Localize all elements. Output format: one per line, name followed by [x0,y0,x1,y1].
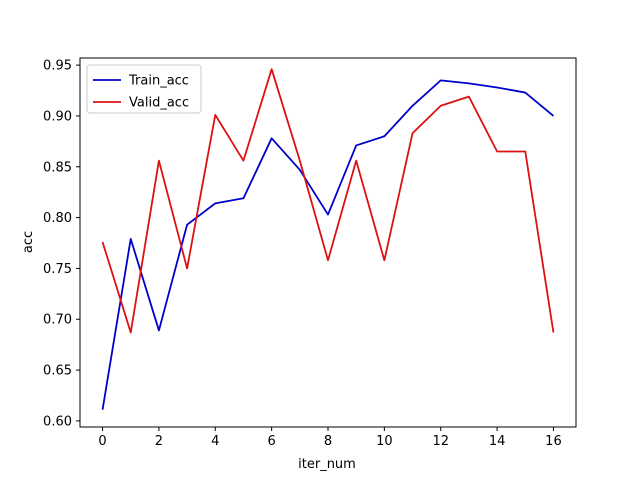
legend: Train_acc Valid_acc [86,64,202,114]
plot-area [101,68,555,410]
x-tick-label: 0 [98,434,106,449]
x-tick-label: 8 [324,434,332,449]
y-tick-label: 0.90 [43,109,72,124]
y-tick-label: 0.75 [43,262,72,277]
axes: 0 2 4 6 8 10 12 14 16 0.60 0.65 0.70 0.75 0.80 0.85 0.9… [43,57,577,449]
x-axis-label: iter_num [298,457,356,472]
y-tick-label: 0.85 [43,160,72,175]
y-tick-label: 0.95 [43,59,72,74]
legend-label: Train_acc [128,74,189,89]
y-tick-label: 0.80 [43,211,72,226]
x-tick-label: 6 [267,434,275,449]
y-axis-label: acc [21,231,36,253]
legend-label: Valid_acc [129,96,189,111]
y-tick-label: 0.70 [43,313,72,328]
y-tick-label: 0.65 [43,364,72,379]
legend-box [86,64,202,114]
x-tick-label: 2 [155,434,163,449]
x-tick-label: 4 [211,434,219,449]
series-line-valid-acc [101,68,555,334]
x-tick-label: 16 [545,434,562,449]
x-tick-label: 12 [432,434,449,449]
y-tick-label: 0.60 [43,414,72,429]
series-line-train-acc [101,79,555,410]
x-tick-label: 10 [376,434,393,449]
x-tick-label: 14 [489,434,506,449]
